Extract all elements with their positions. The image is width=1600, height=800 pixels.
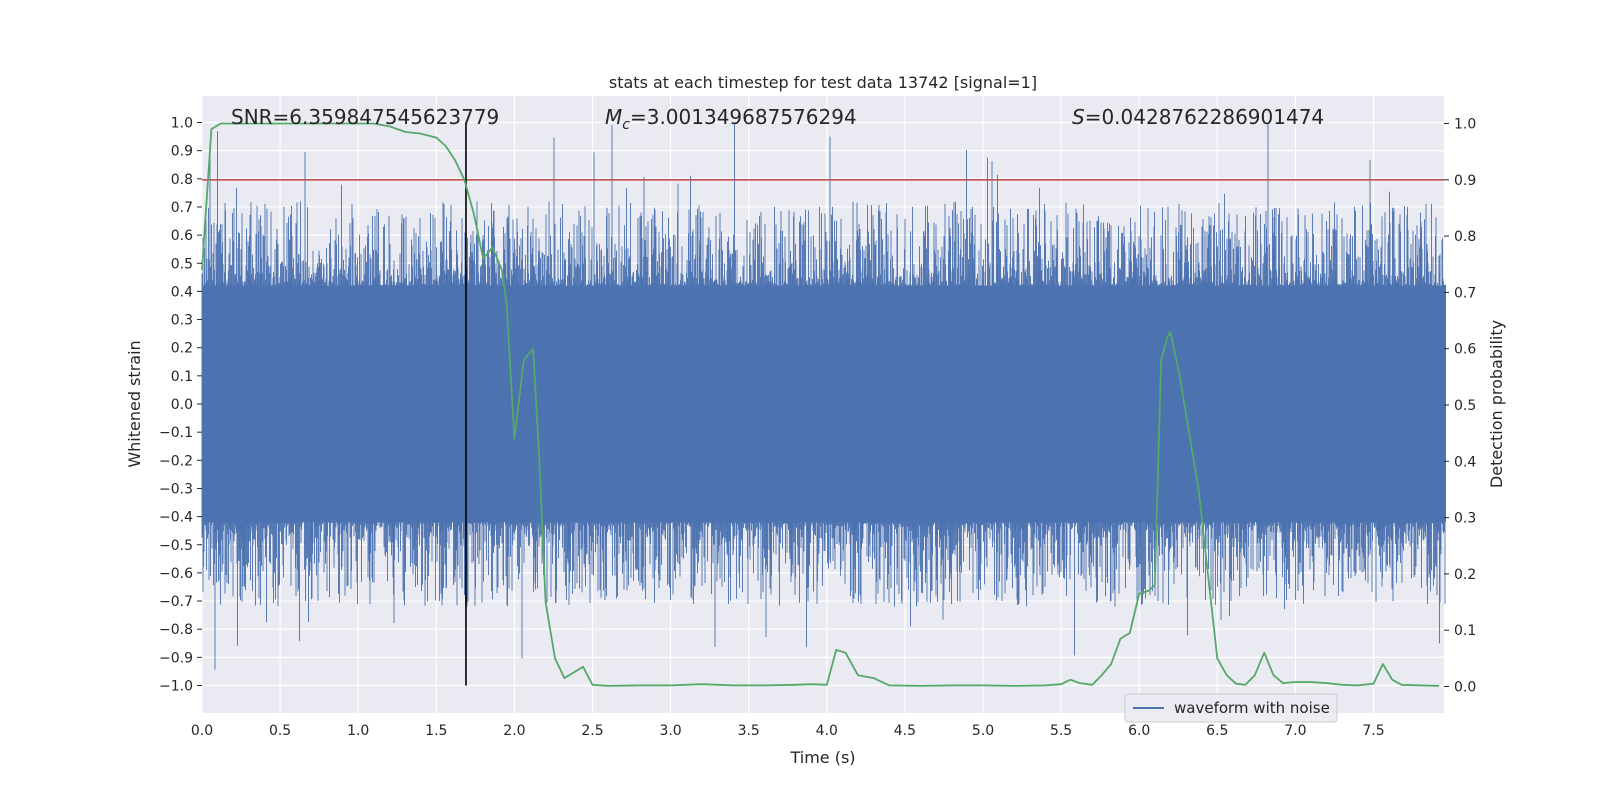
y2-tick-label: 0.9 [1454,173,1476,189]
y-tick-label: 0.4 [171,284,193,300]
y-tick-label: −0.6 [159,566,193,582]
s-symbol: S [1072,105,1085,129]
chirp-mass-subscript: c [622,117,630,133]
y2-tick-label: 0.2 [1454,567,1476,583]
y-tick-label: 0.2 [171,341,193,357]
y-tick-label: −0.3 [159,481,193,497]
y2-tick-label: 0.5 [1454,398,1476,414]
snr-annotation: SNR=6.359847545623779 [231,105,499,129]
y2-tick-label: 0.1 [1454,623,1476,639]
y2-tick-label: 0.3 [1454,511,1476,527]
y-tick-label: 0.5 [171,256,193,272]
y-axis-label: Whitened strain [125,340,144,467]
right-axis-ticks: 1.0 0.9 0.8 0.7 0.6 0.5 0.4 0.3 0.2 0.1 0.0 [1444,117,1476,696]
y-tick-label: 1.0 [171,116,193,132]
x-tick-label: 0.5 [269,723,291,739]
s-annotation: S=0.0428762286901474 [1072,105,1324,129]
x-tick-label: 4.0 [816,723,838,739]
x-tick-label: 7.5 [1362,723,1384,739]
chirp-mass-symbol: M [605,105,622,129]
y-tick-label: −0.4 [159,510,193,526]
x-tick-label: 1.0 [347,723,369,739]
y-tick-label: −0.5 [159,538,193,554]
y-tick-label: 0.9 [171,144,193,160]
x-tick-label: 3.0 [659,723,681,739]
y-tick-label: −0.8 [159,622,193,638]
left-axis-ticks: 1.0 0.9 0.8 0.7 0.6 0.5 0.4 0.3 0.2 0.1 0.0 −0.1 −0.… [159,116,202,695]
x-tick-label: 4.5 [894,723,916,739]
y2-tick-label: 0.8 [1454,229,1476,245]
x-axis-ticks: 0.0 0.5 1.0 1.5 2.0 2.5 3.0 3.5 4.0 4.5 5.0 5.5 6.0 6… [191,723,1385,739]
chirp-mass-annotation: Mc=3.001349687576294 [605,105,857,133]
y-tick-label: −0.1 [159,425,193,441]
x-tick-label: 5.5 [1050,723,1072,739]
y-tick-label: 0.7 [171,200,193,216]
y-tick-label: −0.2 [159,453,193,469]
chirp-mass-value: =3.001349687576294 [630,105,857,129]
y2-tick-label: 0.7 [1454,285,1476,301]
x-tick-label: 2.0 [503,723,525,739]
y2-tick-label: 0.0 [1454,680,1476,696]
x-tick-label: 1.5 [425,723,447,739]
y-tick-label: 0.0 [171,397,193,413]
legend: waveform with noise [1124,693,1338,723]
y-tick-label: 0.6 [171,228,193,244]
x-tick-label: 5.0 [972,723,994,739]
y-tick-label: −1.0 [159,679,193,695]
legend-label: waveform with noise [1174,699,1330,717]
s-value: =0.0428762286901474 [1085,105,1324,129]
y2-axis-label: Detection probability [1487,320,1506,488]
waveform-trace [201,123,1446,670]
legend-box [1124,693,1338,723]
y2-tick-label: 0.6 [1454,342,1476,358]
chart-title: stats at each timestep for test data 137… [609,73,1037,92]
x-tick-label: 3.5 [738,723,760,739]
waveform-series [201,123,1446,670]
x-tick-label: 7.0 [1284,723,1306,739]
x-tick-label: 2.5 [581,723,603,739]
y-tick-label: −0.9 [159,650,193,666]
x-tick-label: 6.0 [1128,723,1150,739]
y-tick-label: 0.8 [171,172,193,188]
detection-probability-line [201,122,1440,687]
x-tick-label: 0.0 [191,723,213,739]
y-tick-label: −0.7 [159,594,193,610]
x-axis-label: Time (s) [789,748,855,767]
x-tick-label: 6.5 [1206,723,1228,739]
y-tick-label: 0.3 [171,313,193,329]
y2-tick-label: 0.4 [1454,454,1476,470]
y2-tick-label: 1.0 [1454,117,1476,133]
y-tick-label: 0.1 [171,369,193,385]
